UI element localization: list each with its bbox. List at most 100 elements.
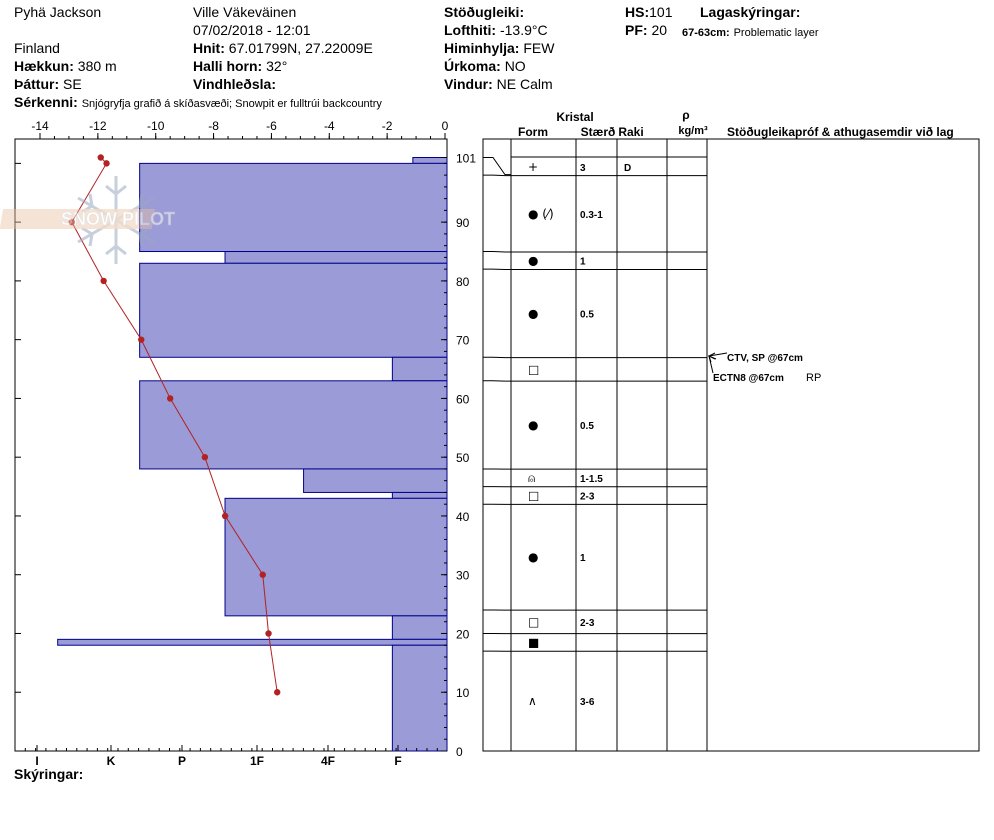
layer-note-text: Problematic layer	[733, 27, 819, 39]
wind-loading-label: Vindhleðsla:	[193, 76, 276, 92]
features: Sérkenni: Snjógryfja grafið á skíðasvæði…	[14, 94, 382, 113]
temperature-point	[68, 218, 76, 226]
temp-tick-label: -4	[324, 119, 335, 133]
temp-tick-label: -8	[208, 119, 219, 133]
layer-form-symbol: ■	[528, 635, 539, 649]
slope-label: Halli horn:	[193, 58, 263, 74]
snowpilot-logo: SNOW PILOT	[0, 176, 175, 264]
logo-text: SNOW PILOT	[61, 209, 175, 229]
precipitation: Úrkoma: NO	[444, 58, 526, 75]
height-tick-label: 10	[456, 686, 470, 700]
test-arrowhead	[708, 355, 717, 363]
test-result: ECTN8 @67cm	[713, 373, 784, 384]
notes-label: Skýringar:	[14, 766, 84, 782]
country: Finland	[14, 40, 60, 56]
hs-value: 101	[649, 4, 673, 20]
layer-notes-label: Lagaskýringar:	[700, 4, 801, 20]
column-header-form: Form	[518, 125, 548, 139]
layer-size: 1	[580, 257, 586, 268]
column-header-density_symbol: ρ	[682, 108, 689, 122]
wind-value: NE Calm	[496, 76, 553, 92]
stability-label: Stöðugleiki:	[444, 4, 525, 20]
layer-form-symbol: ●	[528, 307, 538, 321]
hardness-bar	[139, 380, 448, 470]
hardness-tick-label: 1F	[250, 754, 264, 768]
elevation-value: 380 m	[77, 58, 117, 74]
height-tick-label: 80	[456, 275, 470, 289]
layer-connector	[483, 157, 511, 176]
foot-penetration: PF: 20	[625, 22, 667, 39]
wind-label: Vindur:	[444, 76, 493, 92]
hardness-tick-label: P	[178, 754, 186, 768]
hardness-tick-label: K	[107, 754, 116, 768]
layer-size: 0.3-1	[580, 210, 603, 221]
pf-label: PF:	[625, 22, 648, 38]
column-header-tests: Stöðugleikapróf & athugasemdir við lag	[727, 125, 954, 139]
layer-note-range: 67-63cm:	[682, 27, 730, 39]
temp-tick-label: 0	[442, 119, 449, 133]
temperature-point	[100, 277, 107, 285]
temperature-point	[201, 453, 209, 461]
layer-form-symbol: ●	[528, 254, 538, 268]
hardness-bar	[57, 638, 448, 646]
layer-size: 1	[580, 553, 586, 564]
features-value: Snjógryfja grafið á skíðasvæði; Snowpit …	[81, 98, 382, 110]
air-temp-label: Lofthiti:	[444, 22, 497, 38]
layer-notes-title: Lagaskýringar:	[700, 4, 800, 21]
aspect-label: Þáttur:	[14, 76, 60, 92]
observation-datetime: 07/02/2018 - 12:01	[193, 22, 311, 38]
axes: -14 -12 -10 -8 -6 -4 -2 0 I K P 1F 4F F 101 90 80 70 60 50 4…	[14, 119, 476, 768]
temp-tick-label: -2	[382, 119, 393, 133]
hardness-bar	[303, 468, 448, 493]
layer-form-symbol: ●	[528, 550, 538, 564]
temp-tick-label: -12	[89, 119, 107, 133]
test-release-type: RP	[806, 372, 821, 384]
layer-size: 3	[580, 163, 586, 174]
layer-form-symbol: □	[528, 615, 539, 629]
layer-moisture: D	[624, 163, 631, 174]
precip-value: NO	[504, 58, 526, 74]
hardness-bar	[391, 491, 448, 499]
height-tick-label: 40	[456, 510, 470, 524]
column-header-crystal: Kristal	[556, 110, 593, 124]
layer-form-symbol: +	[528, 160, 538, 174]
precip-label: Úrkoma:	[444, 58, 501, 74]
hardness-bar	[139, 262, 448, 358]
layer-form-symbol: □	[528, 489, 539, 503]
layer-form-symbol: ∧	[528, 694, 537, 708]
temperature-point	[265, 630, 272, 637]
temperature-point	[274, 689, 281, 696]
layer-size: 0.5	[580, 421, 594, 432]
hardness-tick-label: I	[35, 754, 38, 768]
height-tick-label: 30	[456, 569, 470, 583]
coords-value: 67.01799N, 27.22009E	[228, 40, 373, 56]
hardness-tick-label: 4F	[321, 754, 335, 768]
layer-table: Kristal Form Stærð Raki ρ kg/m³ Stöðugleikapró…	[482, 108, 980, 752]
sky-label: Himinhylja:	[444, 40, 520, 56]
layer-size: 2-3	[580, 492, 595, 503]
column-header-size: Stærð	[581, 125, 616, 139]
slope-value: 32°	[266, 58, 288, 74]
wind: Vindur: NE Calm	[444, 76, 553, 93]
hardness-bar	[391, 356, 448, 382]
layer-size: 3-6	[580, 697, 595, 708]
temp-tick-label: -10	[147, 119, 165, 133]
layer-size: 1-1.5	[580, 474, 603, 485]
elevation: Hækkun: 380 m	[14, 58, 117, 75]
temp-tick-label: -6	[266, 119, 277, 133]
layer-size: 2-3	[580, 618, 595, 629]
features-label: Sérkenni:	[14, 94, 78, 110]
slope-angle: Halli horn: 32°	[193, 58, 287, 75]
site-name: Ville Väkeväinen	[193, 4, 297, 20]
test-result: CTV, SP @67cm	[727, 353, 803, 364]
temperature-point	[259, 571, 266, 578]
height-tick-label: 101	[456, 152, 476, 166]
snow-height: HS:101	[625, 4, 672, 21]
column-header-moisture: Raki	[618, 125, 643, 139]
hardness-bar	[224, 497, 448, 617]
temperature-point	[221, 512, 229, 520]
aspect-value: SE	[63, 76, 82, 92]
layer-form-symbol: ● (⁄)	[528, 207, 554, 221]
hardness-bar	[139, 162, 448, 253]
